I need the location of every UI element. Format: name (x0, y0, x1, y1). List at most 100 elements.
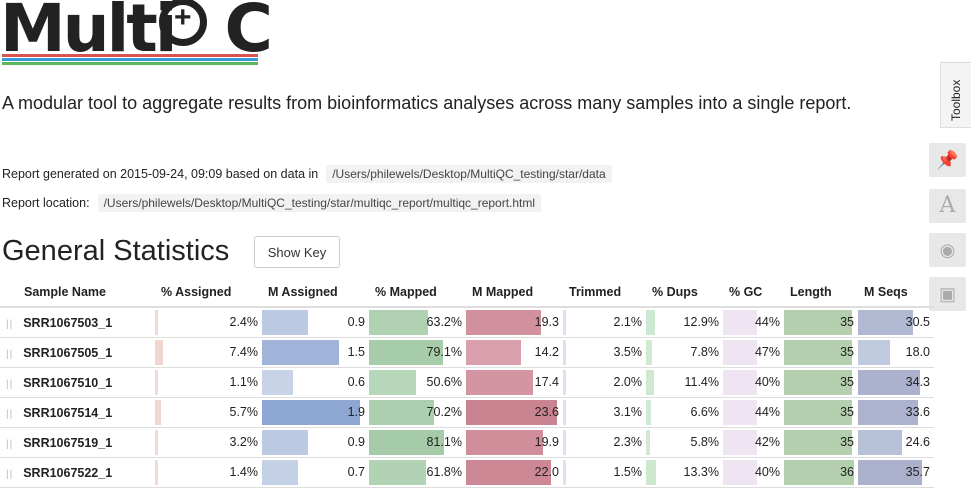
value-bar (563, 310, 566, 335)
value-bar (646, 310, 655, 335)
cell-value: 18.0 (905, 345, 930, 359)
font-icon[interactable]: A (929, 189, 966, 223)
value-bar (723, 310, 757, 335)
value-bar (466, 430, 543, 455)
cell-length: 35 (784, 307, 858, 338)
eye-slash-icon[interactable]: ◉ (929, 233, 966, 267)
value-bar (723, 340, 757, 365)
col-sample-name[interactable]: Sample Name (0, 278, 155, 308)
value-bar (858, 370, 920, 395)
cell-value: 2.0% (613, 375, 643, 389)
sample-name-cell: || SRR1067503_1 (0, 307, 155, 338)
cell-pct-assigned: 5.7% (155, 397, 262, 428)
report-location: Report location:/Users/philewels/Desktop… (2, 194, 542, 212)
cell-pct-assigned: 2.4% (155, 307, 262, 338)
cell-value: 24.6 (905, 435, 930, 449)
value-bar (369, 460, 426, 485)
sample-name-cell: || SRR1067505_1 (0, 337, 155, 368)
value-bar (646, 430, 650, 455)
cell-m-assigned: 0.9 (262, 427, 369, 458)
cell-value: 5.7% (229, 405, 259, 419)
cell-pct-gc: 47% (723, 337, 784, 368)
drag-handle-icon[interactable]: || (6, 408, 14, 420)
cell-value: 0.6 (347, 375, 365, 389)
drag-handle-icon[interactable]: || (6, 438, 14, 450)
col-pct-dups[interactable]: % Dups (646, 278, 723, 308)
pin-icon[interactable]: 📌 (929, 143, 966, 177)
value-bar (563, 460, 566, 485)
cell-m-assigned: 1.9 (262, 397, 369, 428)
cell-value: 1.5% (613, 465, 643, 479)
value-bar (466, 400, 557, 425)
cell-value: 79.1% (426, 345, 462, 359)
value-bar (262, 370, 293, 395)
cell-value: 7.8% (690, 345, 720, 359)
cell-pct-gc: 40% (723, 367, 784, 398)
cell-value: 63.2% (426, 315, 462, 329)
drag-handle-icon[interactable]: || (6, 468, 14, 480)
col-pct-assigned[interactable]: % Assigned (155, 278, 262, 308)
cell-value: 1.5 (347, 345, 365, 359)
value-bar (563, 370, 566, 395)
toolbox-tab[interactable]: Toolbox (940, 62, 971, 128)
value-bar (563, 430, 566, 455)
cell-pct-mapped: 81.1% (369, 427, 466, 458)
col-pct-gc[interactable]: % GC (723, 278, 784, 308)
cell-value: 17.4 (534, 375, 559, 389)
cell-m-seqs: 18.0 (858, 337, 934, 368)
col-m-seqs[interactable]: M Seqs (858, 278, 934, 308)
cell-length: 36 (784, 457, 858, 488)
table-row: || SRR1067505_1 7.4% 1.5 79.1% 14.2 3.5% 7.8% 47… (0, 337, 934, 368)
drag-handle-icon[interactable]: || (6, 378, 14, 390)
show-key-button[interactable]: Show Key (254, 236, 340, 268)
col-length[interactable]: Length (784, 278, 858, 308)
value-bar (858, 310, 913, 335)
value-bar (858, 340, 890, 365)
cell-pct-mapped: 70.2% (369, 397, 466, 428)
value-bar (369, 400, 434, 425)
value-bar (369, 310, 428, 335)
drag-handle-icon[interactable]: || (6, 318, 14, 330)
cell-value: 35 (840, 435, 854, 449)
cell-value: 35 (840, 405, 854, 419)
cell-value: 61.8% (426, 465, 462, 479)
cell-pct-dups: 5.8% (646, 427, 723, 458)
cell-value: 3.2% (229, 435, 259, 449)
cell-length: 35 (784, 427, 858, 458)
value-bar (858, 400, 918, 425)
value-bar (155, 370, 158, 395)
cell-length: 35 (784, 367, 858, 398)
col-m-assigned[interactable]: M Assigned (262, 278, 369, 308)
cell-value: 19.9 (534, 435, 559, 449)
table-row: || SRR1067503_1 2.4% 0.9 63.2% 19.3 2.1% 12.9% 4… (0, 307, 934, 338)
sample-name: SRR1067514_1 (23, 405, 113, 420)
logo-color-stripes (2, 54, 258, 68)
cell-trimmed: 2.3% (563, 427, 646, 458)
save-icon[interactable]: ▣ (929, 277, 966, 311)
sample-name: SRR1067519_1 (23, 435, 113, 450)
cell-value: 44% (754, 315, 780, 329)
cell-pct-gc: 44% (723, 307, 784, 338)
table-header-row: Sample Name % Assigned M Assigned % Mapp… (0, 278, 934, 308)
cell-m-mapped: 23.6 (466, 397, 563, 428)
cell-pct-mapped: 63.2% (369, 307, 466, 338)
cell-m-assigned: 0.7 (262, 457, 369, 488)
cell-value: 5.8% (690, 435, 720, 449)
value-bar (262, 460, 298, 485)
col-m-mapped[interactable]: M Mapped (466, 278, 563, 308)
value-bar (646, 340, 652, 365)
cell-m-mapped: 19.9 (466, 427, 563, 458)
value-bar (858, 430, 902, 455)
cell-value: 11.4% (684, 375, 719, 389)
cell-value: 7.4% (229, 345, 259, 359)
col-trimmed[interactable]: Trimmed (563, 278, 646, 308)
cell-m-seqs: 34.3 (858, 367, 934, 398)
col-pct-mapped[interactable]: % Mapped (369, 278, 466, 308)
cell-pct-dups: 13.3% (646, 457, 723, 488)
value-bar (563, 340, 566, 365)
cell-value: 35 (840, 315, 854, 329)
cell-pct-gc: 42% (723, 427, 784, 458)
value-bar (262, 400, 360, 425)
drag-handle-icon[interactable]: || (6, 348, 14, 360)
value-bar (646, 370, 654, 395)
